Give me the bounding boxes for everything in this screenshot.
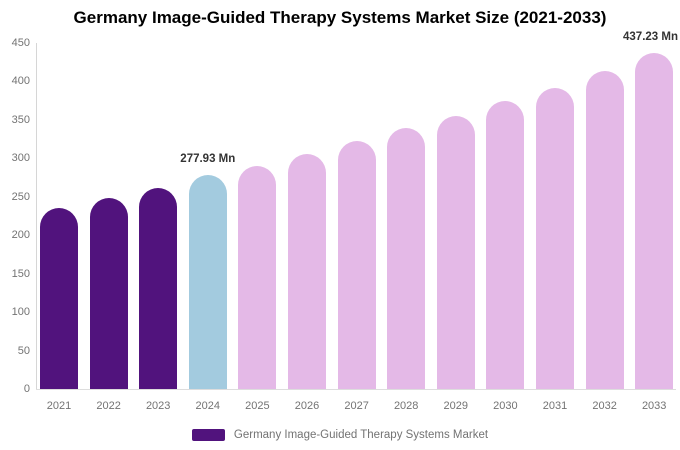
chart-title: Germany Image-Guided Therapy Systems Mar… [73,8,607,27]
data-label-2024: 277.93 Mn [180,153,236,166]
x-axis-label: 2032 [592,400,617,412]
x-axis-label: 2022 [96,400,121,412]
y-tick-label: 450 [11,37,30,49]
x-axis-label: 2021 [46,400,72,412]
bar-2032[interactable] [585,71,624,389]
bar-2026[interactable] [288,153,326,389]
x-axis-label: 2033 [641,400,667,412]
y-tick-label: 200 [11,229,30,242]
y-axis-line [36,43,37,389]
x-axis-label: 2023 [145,400,171,412]
y-tick-label: 350 [11,113,30,126]
bar-2024[interactable] [188,175,227,389]
y-tick-label: 150 [11,267,30,280]
bar-2030[interactable] [486,101,525,389]
y-tick-label: 300 [11,152,30,165]
legend-item[interactable]: Germany Image-Guided Therapy Systems Mar… [0,425,680,445]
x-axis-label: 2028 [393,400,419,412]
x-axis-label: 2027 [344,400,369,412]
y-tick-label: 50 [17,344,30,357]
legend-swatch [191,429,225,441]
x-axis-label: 2026 [294,400,320,412]
x-axis-label: 2025 [245,400,270,412]
bar-2027[interactable] [337,141,376,389]
bar-2022[interactable] [89,198,128,389]
bar-2023[interactable] [139,188,178,389]
bar-2025[interactable] [238,166,277,389]
x-axis-label: 2030 [493,400,518,412]
bar-2031[interactable] [536,87,574,389]
bar-2021[interactable] [40,208,78,389]
y-tick-label: 100 [11,306,30,319]
y-tick-label: 0 [23,383,30,395]
legend-label: Germany Image-Guided Therapy Systems Mar… [233,429,489,441]
bar-2029[interactable] [436,116,475,389]
y-tick-label: 250 [11,190,30,203]
x-axis-label: 2024 [195,400,221,412]
bar-2028[interactable] [387,128,426,389]
y-tick-label: 400 [11,75,30,88]
x-axis-line [36,389,676,390]
x-axis-label: 2029 [443,400,469,412]
data-label-2033: 437.23 Mn [623,30,678,43]
x-axis-label: 2031 [542,400,568,412]
bar-2033[interactable] [635,52,674,389]
